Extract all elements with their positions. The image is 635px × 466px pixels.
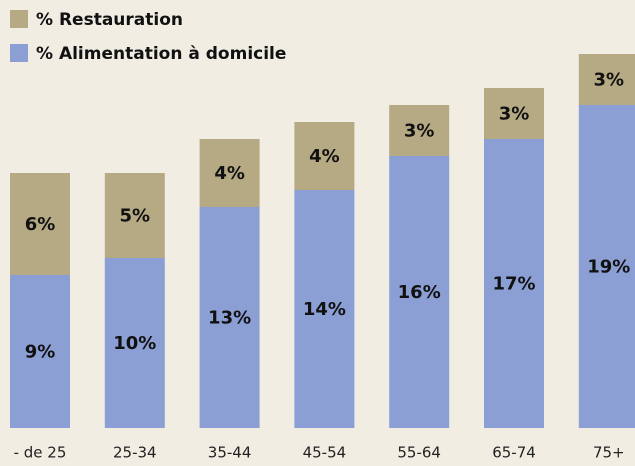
value-label: 16%	[398, 282, 441, 303]
x-tick-label: - de 25	[14, 444, 67, 462]
bar-segment	[104, 258, 165, 428]
x-tick-label: 65-74	[492, 444, 536, 462]
bar-segment	[199, 207, 260, 428]
bar-segment	[389, 156, 450, 428]
value-label: 13%	[208, 308, 251, 329]
legend-swatch	[10, 44, 28, 62]
x-tick-label: 45-54	[303, 444, 347, 462]
value-label: 3%	[594, 70, 625, 91]
bar-segment	[294, 190, 355, 428]
x-tick-label: 25-34	[113, 444, 157, 462]
bar-segment	[389, 105, 450, 156]
value-label: 10%	[113, 333, 156, 354]
bar-segment	[104, 173, 165, 258]
value-label: 4%	[214, 163, 245, 184]
legend-label: % Alimentation à domicile	[36, 44, 286, 64]
value-label: 3%	[499, 104, 530, 125]
bar-segment	[10, 275, 70, 428]
bar-segment	[199, 139, 260, 207]
bar-segment	[294, 122, 355, 190]
bar-segment	[578, 105, 635, 428]
value-label: 5%	[120, 206, 151, 227]
bar-segment	[10, 173, 70, 275]
value-label: 17%	[492, 274, 535, 295]
value-label: 6%	[25, 214, 56, 235]
value-label: 19%	[587, 257, 630, 278]
x-tick-label: 55-64	[397, 444, 441, 462]
bar-segment	[484, 88, 544, 139]
x-tick-label: 75+	[593, 444, 625, 462]
legend-swatch	[10, 10, 28, 28]
value-label: 4%	[309, 146, 340, 167]
legend-label: % Restauration	[36, 10, 183, 30]
value-label: 14%	[303, 299, 346, 320]
bar-segment	[578, 54, 635, 105]
bar-segment	[484, 139, 544, 428]
x-tick-label: 35-44	[208, 444, 252, 462]
value-label: 9%	[25, 342, 56, 363]
value-label: 3%	[404, 121, 435, 142]
